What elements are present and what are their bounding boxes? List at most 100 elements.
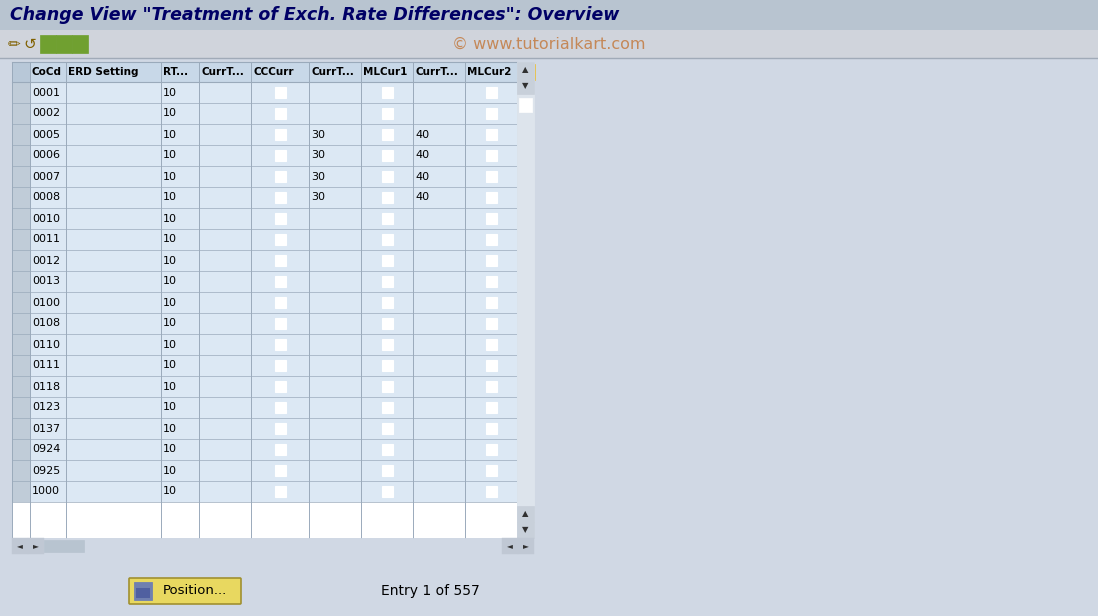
Bar (72, 35, 88, 53)
Bar (12, 271, 517, 292)
Bar (518, 538, 534, 554)
Bar (485, 171, 496, 182)
Bar (381, 129, 392, 140)
Bar (12, 208, 517, 229)
Bar (12, 334, 517, 355)
Text: 0005: 0005 (32, 129, 60, 139)
Bar (12, 250, 517, 271)
Bar (485, 213, 496, 224)
Bar (12, 145, 517, 166)
Text: CurrT...: CurrT... (311, 67, 354, 77)
Bar (274, 297, 285, 308)
Bar (12, 208, 30, 229)
Text: 40: 40 (415, 150, 429, 161)
Bar (12, 82, 517, 103)
Bar (12, 538, 29, 554)
Bar (519, 64, 535, 80)
Bar (44, 540, 85, 552)
Bar (485, 87, 496, 98)
Bar (12, 103, 517, 124)
Bar (381, 318, 392, 329)
Bar (274, 423, 285, 434)
Text: 10: 10 (163, 171, 177, 182)
Text: 10: 10 (163, 298, 177, 307)
Text: 0118: 0118 (32, 381, 60, 392)
Bar (485, 150, 496, 161)
Bar (527, 68, 533, 70)
Bar (12, 397, 30, 418)
Bar (0, 0, 1098, 30)
Text: 0925: 0925 (32, 466, 60, 476)
Text: 10: 10 (163, 360, 177, 370)
Text: 0108: 0108 (32, 318, 60, 328)
Bar (381, 444, 392, 455)
FancyBboxPatch shape (128, 578, 240, 604)
Text: MLCur1: MLCur1 (363, 67, 407, 77)
Text: 0010: 0010 (32, 214, 60, 224)
Text: 0011: 0011 (32, 235, 60, 245)
Bar (527, 72, 533, 74)
Bar (485, 339, 496, 350)
Bar (12, 292, 517, 313)
Bar (274, 171, 285, 182)
Bar (381, 192, 392, 203)
Bar (519, 98, 533, 112)
Bar (527, 76, 533, 78)
Text: Entry 1 of 557: Entry 1 of 557 (381, 584, 480, 598)
Bar (12, 124, 517, 145)
Text: 10: 10 (163, 402, 177, 413)
Text: MLCur2: MLCur2 (467, 67, 512, 77)
Bar (274, 339, 285, 350)
Text: 0110: 0110 (32, 339, 60, 349)
Text: 30: 30 (311, 192, 325, 203)
Bar (12, 145, 30, 166)
Bar (381, 255, 392, 266)
Bar (381, 276, 392, 287)
Bar (134, 582, 152, 600)
Text: 10: 10 (163, 192, 177, 203)
Bar (0, 30, 1098, 58)
Text: 10: 10 (163, 214, 177, 224)
Text: CCCurr: CCCurr (253, 67, 293, 77)
Bar (12, 460, 517, 481)
Bar (381, 297, 392, 308)
Text: CurrT...: CurrT... (201, 67, 244, 77)
Bar (485, 423, 496, 434)
Text: 30: 30 (311, 171, 325, 182)
Bar (12, 82, 30, 103)
Bar (485, 360, 496, 371)
Bar (485, 318, 496, 329)
Bar (274, 402, 285, 413)
Text: Change View "Treatment of Exch. Rate Differences": Overview: Change View "Treatment of Exch. Rate Dif… (10, 6, 619, 24)
Text: 10: 10 (163, 339, 177, 349)
Bar (274, 486, 285, 497)
Bar (12, 62, 517, 538)
Bar (12, 229, 30, 250)
Text: ↺: ↺ (24, 36, 36, 52)
Bar (485, 129, 496, 140)
Bar (29, 538, 44, 554)
Text: 0924: 0924 (32, 445, 60, 455)
Bar (274, 255, 285, 266)
Bar (274, 276, 285, 287)
Text: © www.tutorialkart.com: © www.tutorialkart.com (452, 36, 646, 52)
Bar (12, 62, 30, 82)
Bar (274, 318, 285, 329)
Bar (12, 418, 517, 439)
Bar (274, 150, 285, 161)
Bar (274, 129, 285, 140)
Text: 0013: 0013 (32, 277, 60, 286)
Bar (274, 192, 285, 203)
Bar (502, 538, 518, 554)
Bar (381, 465, 392, 476)
Text: 10: 10 (163, 235, 177, 245)
Bar (12, 418, 30, 439)
Bar (485, 234, 496, 245)
Bar (12, 460, 30, 481)
Bar (12, 481, 517, 502)
Bar (520, 68, 526, 70)
Bar (274, 213, 285, 224)
Text: ▲: ▲ (523, 65, 529, 75)
Text: CurrT...: CurrT... (415, 67, 458, 77)
Text: 0123: 0123 (32, 402, 60, 413)
